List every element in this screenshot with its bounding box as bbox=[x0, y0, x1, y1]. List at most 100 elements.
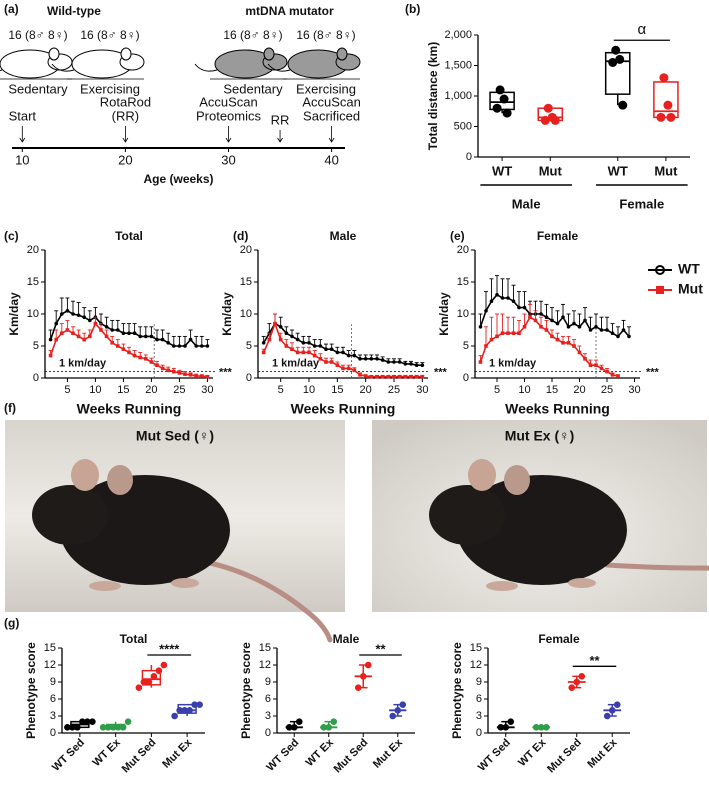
marker bbox=[138, 334, 142, 339]
marker bbox=[392, 374, 396, 379]
marker bbox=[200, 344, 204, 348]
marker bbox=[60, 312, 64, 316]
marker bbox=[295, 337, 300, 342]
marker bbox=[616, 334, 620, 339]
y-tick-label: 15 bbox=[27, 276, 39, 288]
marker bbox=[110, 328, 114, 332]
marker bbox=[517, 305, 521, 310]
marker bbox=[205, 344, 210, 348]
marker bbox=[144, 357, 148, 361]
y-tick-label: 10 bbox=[27, 308, 39, 320]
marker bbox=[54, 337, 58, 342]
data-point bbox=[191, 701, 198, 708]
marker bbox=[149, 360, 154, 364]
marker bbox=[177, 371, 182, 375]
data-point bbox=[119, 724, 127, 731]
rat-ear bbox=[120, 47, 132, 61]
marker bbox=[76, 313, 81, 318]
data-point bbox=[325, 724, 333, 731]
significance-label: ** bbox=[375, 641, 386, 656]
x-tick-label: 15 bbox=[331, 384, 343, 396]
marker bbox=[312, 344, 317, 348]
x-tick-label: Mut bbox=[539, 163, 563, 178]
marker bbox=[583, 357, 587, 361]
rat-tail bbox=[194, 63, 218, 72]
mouse-ear bbox=[71, 459, 99, 491]
marker bbox=[380, 358, 385, 362]
group-label: Female bbox=[619, 196, 664, 211]
marker bbox=[409, 362, 413, 366]
x-tick-label: Mut Sed bbox=[545, 737, 584, 776]
y-tick-label: 15 bbox=[457, 276, 469, 288]
data-point bbox=[160, 661, 168, 669]
event-label: (RR) bbox=[112, 108, 139, 123]
y-tick-label: 0 bbox=[466, 151, 472, 163]
marker bbox=[420, 374, 425, 379]
marker bbox=[166, 341, 170, 345]
y-tick-label: 5 bbox=[33, 340, 39, 352]
marker bbox=[572, 321, 576, 326]
rat-label: Sedentary bbox=[8, 81, 68, 96]
marker bbox=[290, 347, 294, 351]
y-tick-label: 6 bbox=[265, 693, 271, 705]
y-axis-label: Km/day bbox=[437, 292, 451, 336]
marker bbox=[205, 374, 210, 379]
data-point bbox=[611, 45, 621, 55]
data-point bbox=[550, 115, 560, 125]
mouse-head bbox=[32, 485, 108, 545]
rat-count: 16 (8♂ 8♀) bbox=[80, 28, 139, 42]
marker bbox=[54, 321, 58, 326]
marker bbox=[121, 347, 126, 351]
marker bbox=[290, 334, 294, 339]
data-point bbox=[394, 707, 402, 714]
rat-icon bbox=[0, 47, 73, 80]
significance-label: *** bbox=[646, 367, 660, 379]
data-point bbox=[155, 667, 163, 674]
mouse-foot bbox=[486, 581, 518, 591]
y-tick-label: 6 bbox=[476, 693, 482, 705]
x-tick-label: 5 bbox=[494, 384, 500, 396]
rat-ear bbox=[336, 47, 348, 61]
y-tick-label: 0 bbox=[50, 727, 56, 739]
marker bbox=[261, 341, 266, 345]
x-tick-label: WT Sed bbox=[50, 737, 87, 774]
marker bbox=[369, 374, 374, 379]
marker bbox=[121, 331, 126, 336]
data-point bbox=[140, 678, 148, 686]
chart-title: Female bbox=[537, 229, 579, 243]
marker bbox=[550, 334, 554, 339]
marker bbox=[506, 331, 510, 335]
y-tick-label: 10 bbox=[240, 308, 252, 320]
marker bbox=[99, 328, 103, 332]
marker bbox=[132, 331, 137, 336]
mouse-head bbox=[429, 485, 505, 545]
marker bbox=[127, 331, 131, 336]
rat-count: 16 (8♂ 8♀) bbox=[296, 28, 355, 42]
marker bbox=[522, 305, 527, 310]
x-tick-label: 5 bbox=[64, 384, 70, 396]
y-tick-label: 3 bbox=[50, 710, 56, 722]
marker bbox=[397, 360, 402, 364]
marker bbox=[610, 373, 615, 377]
y-axis-label: Km/day bbox=[7, 292, 21, 336]
data-point bbox=[659, 73, 669, 83]
y-tick-label: 0 bbox=[246, 372, 252, 384]
data-point bbox=[502, 724, 510, 731]
rat-label: Exercising bbox=[80, 81, 140, 96]
data-point bbox=[114, 724, 122, 731]
marker bbox=[93, 321, 98, 326]
data-point bbox=[603, 712, 611, 720]
data-point bbox=[124, 718, 132, 725]
marker bbox=[577, 350, 582, 355]
data-point bbox=[542, 724, 550, 731]
marker bbox=[346, 366, 351, 371]
x-tick-label: 10 bbox=[89, 384, 101, 396]
photo-caption: Mut Sed (♀) bbox=[136, 428, 214, 444]
x-tick-label: Mut Ex bbox=[160, 736, 195, 771]
marker bbox=[82, 315, 86, 320]
x-tick-label: Mut Sed bbox=[120, 737, 159, 776]
marker bbox=[71, 312, 75, 316]
data-point bbox=[615, 54, 625, 64]
photo-caption: Mut Ex (♀) bbox=[505, 428, 575, 444]
